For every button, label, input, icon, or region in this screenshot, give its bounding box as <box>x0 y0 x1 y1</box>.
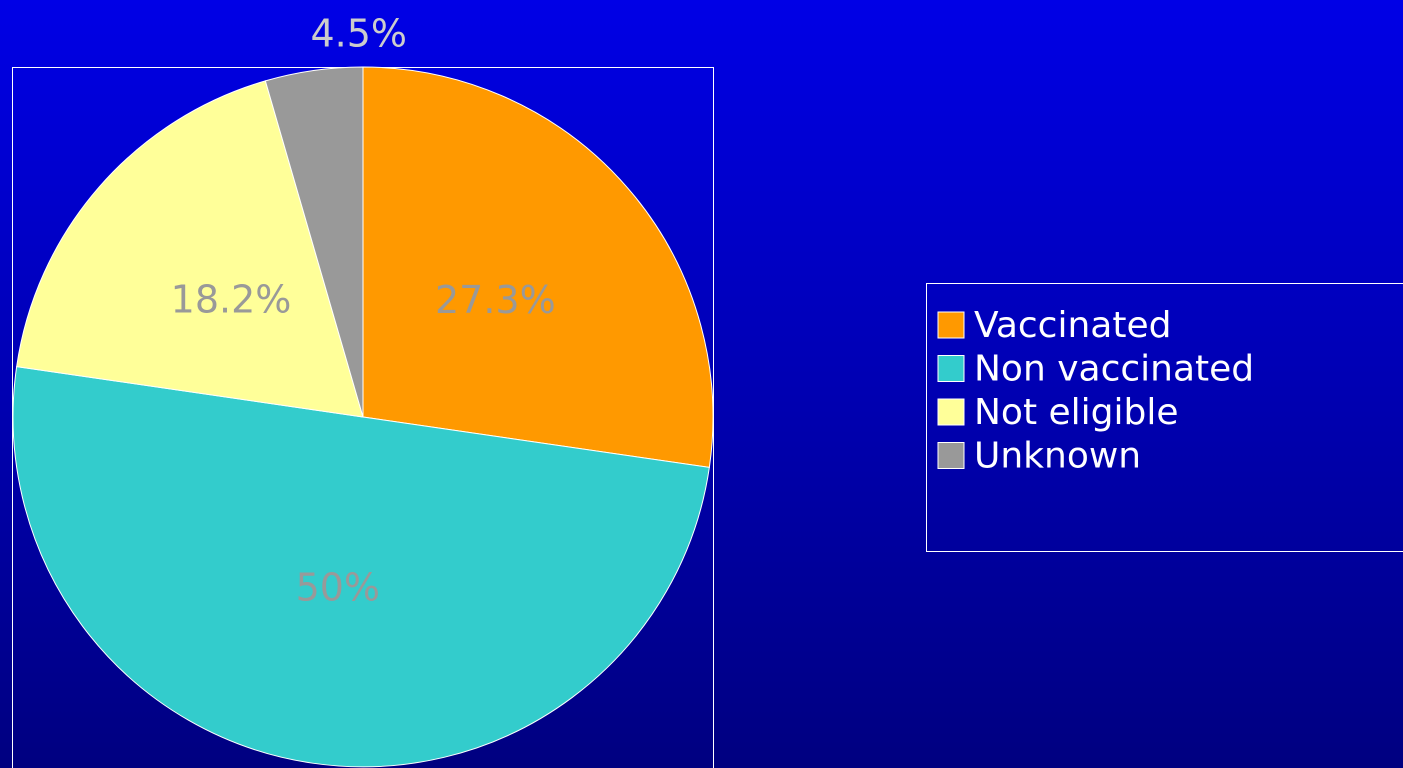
data-label: 27.3% <box>435 278 556 322</box>
pie-slice <box>12 366 710 768</box>
pie-slice <box>264 66 364 418</box>
legend-label: Non vaccinated <box>974 349 1254 390</box>
legend-swatch <box>937 311 965 339</box>
legend-swatch <box>937 442 965 469</box>
legend-label: Not eligible <box>974 392 1179 433</box>
data-label: 4.5% <box>310 11 407 55</box>
legend-frame <box>926 283 1403 552</box>
legend-label: Vaccinated <box>974 305 1171 346</box>
legend-swatch <box>937 398 965 426</box>
legend-label: Unknown <box>974 436 1141 477</box>
pie-slice <box>16 80 364 418</box>
data-label: 18.2% <box>171 278 292 322</box>
pie-slice <box>362 66 714 468</box>
data-label: 50% <box>296 566 380 610</box>
legend-swatch <box>937 355 965 382</box>
